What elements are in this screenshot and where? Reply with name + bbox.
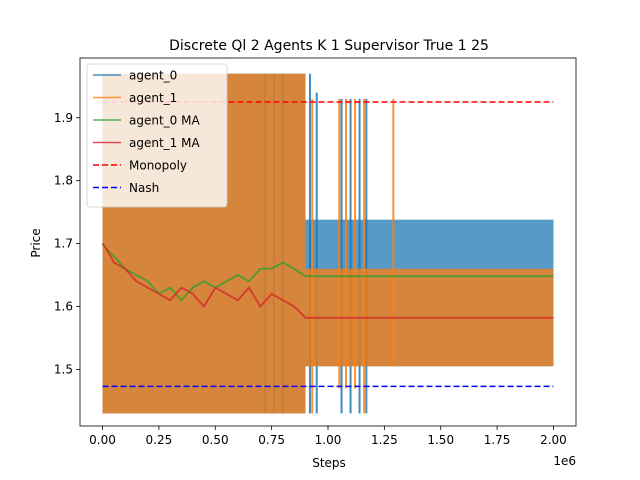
- x-axis-offset-text: 1e6: [553, 454, 576, 468]
- x-tick-label: 1.50: [427, 433, 454, 447]
- y-axis: 1.5 1.6 1.7 1.8 1.9: [54, 111, 80, 376]
- x-tick-label: 1.25: [371, 433, 398, 447]
- x-tick-label: 0.50: [202, 433, 229, 447]
- legend-label-agent-0-ma: agent_0 MA: [129, 114, 200, 128]
- legend-box: [86, 63, 228, 208]
- y-tick-label: 1.9: [54, 111, 73, 125]
- legend-label-monopoly: Monopoly: [129, 159, 187, 173]
- y-axis-label: Price: [29, 228, 43, 257]
- legend: agent_0 agent_1 agent_0 MA agent_1 MA Monopo…: [86, 63, 228, 208]
- x-tick-label: 0.75: [258, 433, 285, 447]
- x-tick-label: 1.00: [315, 433, 342, 447]
- chart-title: Discrete Ql 2 Agents K 1 Supervisor True…: [169, 38, 489, 54]
- agent-1-ma-line: [101, 243, 554, 319]
- y-tick-label: 1.8: [54, 174, 73, 188]
- x-tick-label: 2.00: [540, 433, 567, 447]
- legend-label-agent-0: agent_0: [129, 69, 177, 83]
- y-tick-label: 1.5: [54, 362, 73, 376]
- x-tick-label: 0.25: [146, 433, 173, 447]
- x-tick-label: 1.75: [484, 433, 511, 447]
- x-tick-label: 0.00: [89, 433, 116, 447]
- x-axis-label: Steps: [312, 456, 346, 470]
- legend-label-agent-1-ma: agent_1 MA: [129, 136, 200, 150]
- x-axis: 0.00 0.25 0.50 0.75 1.00 1.25 1.50 1.75 2.00: [89, 426, 567, 447]
- legend-label-agent-1: agent_1: [129, 91, 177, 105]
- y-tick-label: 1.6: [54, 299, 73, 313]
- legend-label-nash: Nash: [129, 181, 159, 195]
- y-tick-label: 1.7: [54, 237, 73, 251]
